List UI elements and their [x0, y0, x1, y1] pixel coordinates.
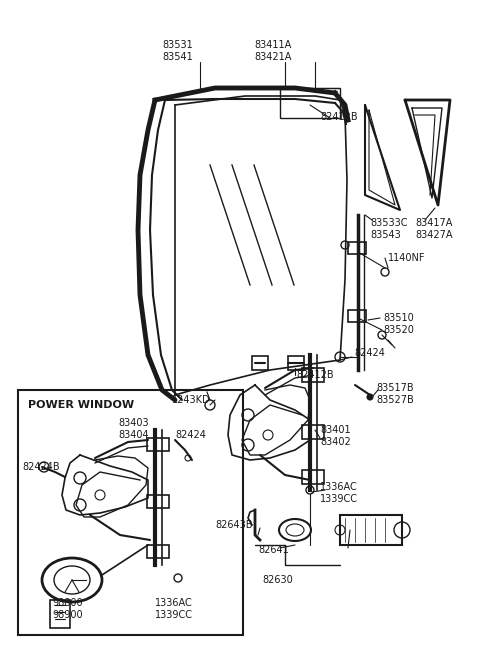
Text: 83517B
83527B: 83517B 83527B: [376, 383, 414, 405]
Text: POWER WINDOW: POWER WINDOW: [28, 400, 134, 410]
Text: 83401
83402: 83401 83402: [320, 425, 351, 447]
Bar: [288, 356, 304, 370]
Circle shape: [367, 394, 373, 400]
Text: 82630: 82630: [263, 575, 293, 585]
Text: 82424B: 82424B: [22, 462, 60, 472]
Text: 1140NF: 1140NF: [388, 253, 425, 263]
Text: 82424: 82424: [175, 430, 206, 440]
Text: 83417A
83427A: 83417A 83427A: [415, 218, 453, 240]
Bar: [348, 310, 366, 322]
Text: 83411A
83421A: 83411A 83421A: [254, 40, 292, 62]
Bar: [147, 495, 169, 508]
Bar: [18, 390, 243, 635]
Text: 98800
98900: 98800 98900: [52, 598, 83, 620]
Text: 83533C
83543: 83533C 83543: [370, 218, 408, 240]
Bar: [340, 515, 402, 545]
Bar: [147, 545, 169, 558]
Text: 82641: 82641: [258, 545, 289, 555]
Text: 83403
83404: 83403 83404: [118, 418, 149, 440]
Text: 82424: 82424: [354, 348, 385, 358]
Text: 1336AC
1339CC: 1336AC 1339CC: [320, 482, 358, 504]
Text: 83531
83541: 83531 83541: [163, 40, 193, 62]
Bar: [280, 88, 340, 118]
Text: 82643B: 82643B: [215, 520, 252, 530]
Bar: [302, 470, 324, 484]
Text: 82412B: 82412B: [320, 112, 358, 122]
Bar: [302, 425, 324, 439]
Text: 83510
83520: 83510 83520: [383, 313, 414, 335]
Text: 1336AC
1339CC: 1336AC 1339CC: [155, 598, 193, 620]
Bar: [50, 600, 70, 628]
Bar: [302, 368, 324, 382]
Bar: [348, 242, 366, 254]
Bar: [252, 356, 268, 370]
Bar: [147, 438, 169, 451]
Text: 1243KD: 1243KD: [172, 395, 211, 405]
Text: 82412B: 82412B: [296, 370, 334, 380]
